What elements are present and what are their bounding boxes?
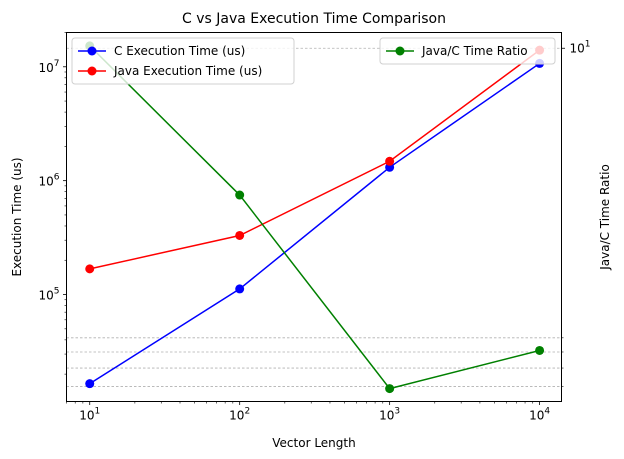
legend-box	[71, 37, 295, 85]
x-tick-label: 103	[379, 407, 400, 423]
data-point	[85, 379, 95, 389]
legend-label: Java/C Time Ratio	[421, 44, 528, 58]
data-point	[535, 345, 545, 355]
y-axis-left: 105 106 107	[38, 32, 67, 375]
data-point	[235, 284, 245, 294]
x-tick-label: 101	[79, 407, 100, 423]
legend-left: C Execution Time (us) Java Execution Time…	[71, 37, 295, 85]
series-layer	[85, 41, 545, 394]
data-point	[235, 190, 245, 200]
plot-area-frame	[66, 32, 562, 402]
y-axis-label: Execution Time (us)	[10, 157, 24, 276]
y-tick-label: 106	[38, 173, 59, 189]
data-point	[385, 384, 395, 394]
legend-label: C Execution Time (us)	[114, 44, 245, 58]
series-line-3	[89, 45, 540, 390]
legend-swatch-marker	[395, 46, 405, 56]
x-axis: 101 102 103 104	[66, 401, 550, 423]
legend-box	[379, 37, 556, 65]
series-line-1	[89, 62, 541, 385]
legend-label: Java Execution Time (us)	[113, 64, 262, 78]
grid-lines	[66, 47, 562, 387]
x-axis-label: Vector Length	[272, 436, 355, 450]
y-axis-right: 101	[561, 39, 591, 387]
y2-tick-label: 101	[570, 39, 591, 55]
data-point	[235, 230, 245, 240]
legend-swatch-marker	[87, 46, 97, 56]
y-tick-label: 107	[38, 59, 59, 75]
series-line-2	[89, 49, 541, 270]
y2-axis-label: Java/C Time Ratio	[598, 164, 612, 271]
legend-swatch-marker	[87, 66, 97, 76]
data-point	[85, 264, 95, 274]
x-tick-label: 104	[529, 407, 550, 423]
chart-title: C vs Java Execution Time Comparison	[182, 11, 446, 27]
data-point	[385, 156, 395, 166]
x-tick-label: 102	[229, 407, 250, 423]
y-tick-label: 105	[38, 287, 59, 303]
legend-right: Java/C Time Ratio	[379, 37, 556, 65]
